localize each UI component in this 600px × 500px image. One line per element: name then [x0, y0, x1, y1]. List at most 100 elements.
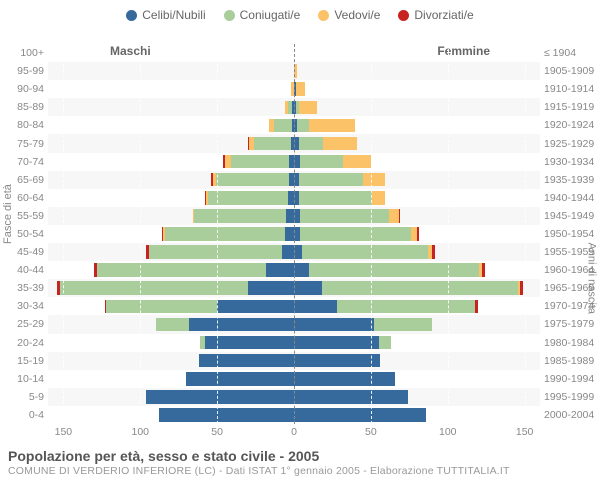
legend-label: Divorziati/e — [414, 8, 473, 22]
female-side — [294, 101, 540, 115]
bar-segment — [254, 137, 291, 151]
female-side — [294, 173, 540, 187]
bar-segment — [372, 191, 384, 205]
female-side — [294, 119, 540, 133]
bar-segment — [475, 300, 478, 314]
bar-segment — [343, 155, 371, 169]
legend-label: Vedovi/e — [334, 8, 380, 22]
bar-segment — [417, 227, 419, 241]
male-side — [48, 191, 294, 205]
female-side — [294, 372, 540, 386]
pyramid-chart: Maschi Femmine Fasce di età Anni di nasc… — [0, 44, 600, 442]
bar-segment — [165, 227, 285, 241]
age-label: 20-24 — [6, 337, 44, 349]
bar-segment — [302, 245, 428, 259]
age-label: 15-19 — [6, 355, 44, 367]
bar-segment — [285, 227, 294, 241]
age-label: 85-89 — [6, 101, 44, 113]
bar-segment — [300, 209, 389, 223]
bar-segment — [520, 281, 523, 295]
bar-segment — [146, 390, 294, 404]
bar-segment — [379, 336, 391, 350]
male-side — [48, 300, 294, 314]
x-tick: 150 — [516, 426, 534, 438]
plot-area: 100+≤ 190495-991905-190990-941910-191485… — [48, 44, 540, 424]
bar-segment — [389, 209, 398, 223]
bar-segment — [274, 119, 292, 133]
age-label: 30-34 — [6, 300, 44, 312]
male-side — [48, 137, 294, 151]
birth-label: 1935-1939 — [544, 174, 598, 186]
birth-label: 1965-1969 — [544, 282, 598, 294]
x-tick: 50 — [211, 426, 223, 438]
legend-label: Coniugati/e — [240, 8, 301, 22]
female-side — [294, 82, 540, 96]
birth-label: 1960-1964 — [544, 264, 598, 276]
birth-label: 1980-1984 — [544, 337, 598, 349]
female-side — [294, 318, 540, 332]
bar-segment — [205, 336, 294, 350]
bar-segment — [156, 318, 190, 332]
male-side — [48, 318, 294, 332]
birth-label: 1930-1934 — [544, 156, 598, 168]
birth-label: ≤ 1904 — [544, 47, 598, 59]
age-label: 25-29 — [6, 318, 44, 330]
male-side — [48, 173, 294, 187]
bar-segment — [482, 263, 485, 277]
male-side — [48, 101, 294, 115]
bar-segment — [363, 173, 385, 187]
bar-segment — [294, 336, 379, 350]
legend-swatch — [318, 10, 329, 21]
female-side — [294, 46, 540, 60]
bar-segment — [97, 263, 266, 277]
age-label: 70-74 — [6, 156, 44, 168]
bar-segment — [294, 354, 380, 368]
birth-label: 1985-1989 — [544, 355, 598, 367]
female-side — [294, 155, 540, 169]
age-label: 35-39 — [6, 282, 44, 294]
bar-segment — [322, 281, 519, 295]
bar-segment — [266, 263, 294, 277]
male-side — [48, 390, 294, 404]
male-side — [48, 155, 294, 169]
legend-item: Coniugati/e — [224, 8, 301, 22]
male-side — [48, 281, 294, 295]
birth-label: 1940-1944 — [544, 192, 598, 204]
age-label: 40-44 — [6, 264, 44, 276]
legend-item: Divorziati/e — [398, 8, 473, 22]
bar-segment — [294, 318, 374, 332]
bar-segment — [106, 300, 217, 314]
bar-segment — [294, 372, 395, 386]
male-side — [48, 336, 294, 350]
birth-label: 1915-1919 — [544, 101, 598, 113]
bar-segment — [300, 227, 411, 241]
bar-segment — [299, 137, 324, 151]
male-side — [48, 245, 294, 259]
male-side — [48, 227, 294, 241]
chart-title: Popolazione per età, sesso e stato civil… — [0, 442, 600, 465]
female-side — [294, 137, 540, 151]
age-label: 90-94 — [6, 83, 44, 95]
bar-segment — [294, 300, 337, 314]
age-label: 95-99 — [6, 65, 44, 77]
bar-segment — [208, 191, 288, 205]
bar-segment — [294, 245, 302, 259]
bar-segment — [432, 245, 435, 259]
bar-segment — [309, 263, 478, 277]
x-tick: 0 — [291, 426, 297, 438]
female-side — [294, 336, 540, 350]
male-side — [48, 354, 294, 368]
bar-segment — [282, 245, 294, 259]
age-label: 75-79 — [6, 138, 44, 150]
legend-swatch — [126, 10, 137, 21]
bar-segment — [299, 173, 364, 187]
birth-label: 1920-1924 — [544, 119, 598, 131]
birth-label: 1945-1949 — [544, 210, 598, 222]
age-label: 80-84 — [6, 119, 44, 131]
birth-label: 1925-1929 — [544, 138, 598, 150]
bar-segment — [294, 263, 309, 277]
female-side — [294, 263, 540, 277]
center-axis — [294, 44, 295, 424]
bar-segment — [149, 245, 281, 259]
bar-segment — [231, 155, 289, 169]
